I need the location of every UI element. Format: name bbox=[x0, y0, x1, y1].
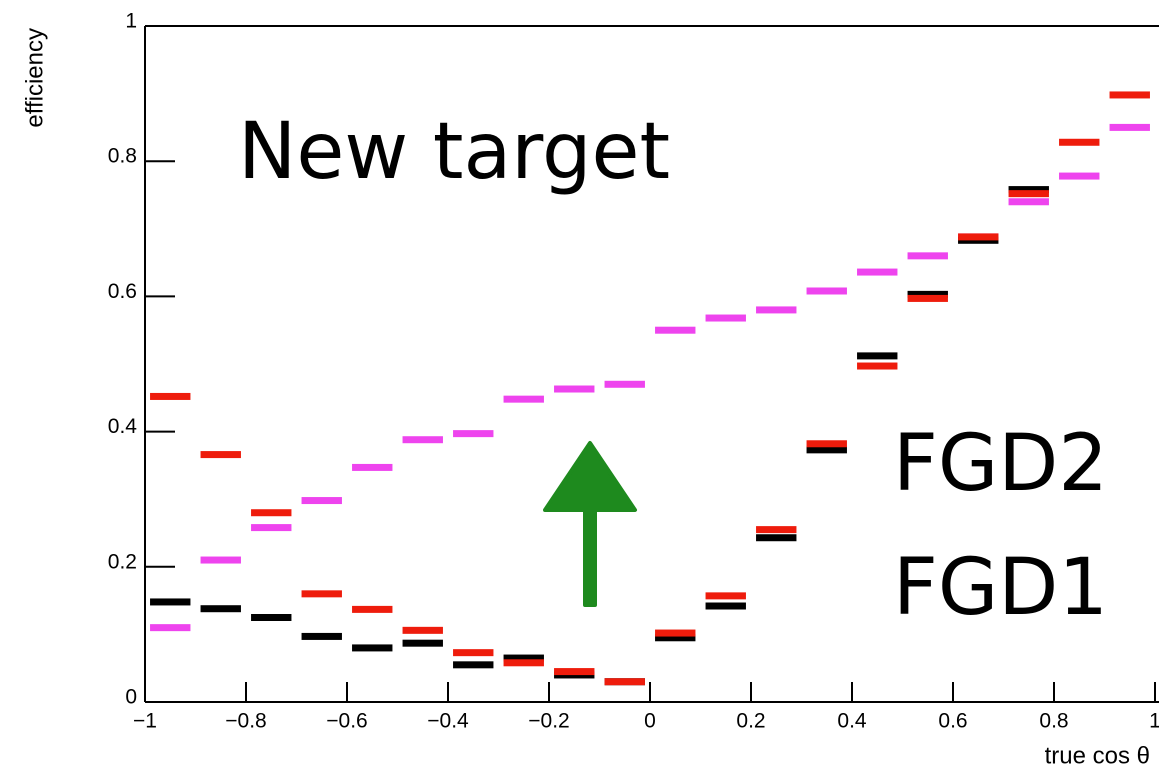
marker bbox=[352, 644, 393, 652]
marker bbox=[1059, 138, 1100, 146]
marker bbox=[857, 268, 898, 276]
x-tick-label: 1 bbox=[1149, 710, 1159, 733]
marker bbox=[806, 440, 847, 448]
arrow bbox=[543, 441, 637, 607]
arrow-shape bbox=[543, 441, 637, 607]
x-tick-label: 0 bbox=[644, 710, 656, 733]
y-tick-label: 0 bbox=[125, 686, 137, 709]
marker bbox=[1059, 172, 1100, 180]
marker bbox=[604, 380, 645, 388]
marker bbox=[352, 463, 393, 471]
marker bbox=[150, 624, 191, 632]
x-tick-label: −0.8 bbox=[225, 710, 266, 733]
marker bbox=[655, 326, 696, 334]
marker bbox=[200, 605, 241, 613]
marker bbox=[655, 634, 696, 642]
marker bbox=[857, 352, 898, 360]
marker bbox=[958, 233, 999, 241]
marker bbox=[1008, 186, 1049, 194]
x-tick-label: 0.4 bbox=[837, 710, 867, 733]
y-axis-label: efficiency bbox=[21, 28, 48, 128]
y-tick-label: 0.2 bbox=[108, 550, 137, 573]
marker bbox=[806, 446, 847, 454]
series-label: FGD2 bbox=[893, 419, 1108, 509]
marker bbox=[301, 590, 342, 598]
marker bbox=[150, 598, 191, 606]
series-label: New target bbox=[238, 107, 670, 197]
marker bbox=[756, 306, 797, 314]
y-tick-label: 0.4 bbox=[108, 415, 138, 438]
marker bbox=[503, 659, 544, 667]
series-label: FGD1 bbox=[893, 543, 1108, 633]
marker bbox=[251, 524, 292, 532]
x-tick-label: 0.6 bbox=[938, 710, 967, 733]
x-tick-label: −0.2 bbox=[528, 710, 569, 733]
marker bbox=[705, 602, 746, 610]
x-tick-label: 0.8 bbox=[1039, 710, 1068, 733]
x-axis-label: true cos θ bbox=[1045, 742, 1150, 769]
marker bbox=[1109, 123, 1150, 131]
x-tick-label: −1 bbox=[133, 710, 157, 733]
marker bbox=[453, 661, 494, 669]
y-tick-label: 0.6 bbox=[108, 280, 137, 303]
marker bbox=[200, 451, 241, 459]
marker bbox=[554, 385, 595, 393]
y-tick-label: 0.8 bbox=[108, 145, 137, 168]
marker bbox=[604, 678, 645, 686]
marker bbox=[1109, 91, 1150, 99]
marker bbox=[301, 497, 342, 505]
marker bbox=[857, 362, 898, 370]
marker bbox=[402, 639, 443, 647]
marker bbox=[806, 287, 847, 295]
marker bbox=[1008, 190, 1049, 198]
marker bbox=[251, 509, 292, 517]
marker bbox=[655, 629, 696, 637]
marker bbox=[251, 614, 292, 621]
marker bbox=[756, 534, 797, 542]
marker bbox=[907, 290, 948, 298]
marker bbox=[402, 436, 443, 444]
marker bbox=[402, 626, 443, 634]
marker bbox=[150, 392, 191, 400]
marker bbox=[503, 395, 544, 403]
marker bbox=[453, 649, 494, 657]
marker bbox=[705, 592, 746, 600]
marker bbox=[1008, 198, 1049, 206]
marker bbox=[554, 668, 595, 676]
y-tick-label: 1 bbox=[125, 10, 137, 33]
marker bbox=[907, 252, 948, 260]
marker bbox=[301, 632, 342, 640]
marker bbox=[503, 654, 544, 662]
x-tick-label: −0.4 bbox=[427, 710, 469, 733]
marker bbox=[756, 526, 797, 534]
x-tick-label: −0.6 bbox=[326, 710, 367, 733]
marker bbox=[200, 556, 241, 564]
marker bbox=[907, 294, 948, 302]
marker bbox=[352, 605, 393, 613]
x-tick-label: 0.2 bbox=[736, 710, 765, 733]
marker bbox=[453, 430, 494, 438]
marker bbox=[705, 314, 746, 322]
